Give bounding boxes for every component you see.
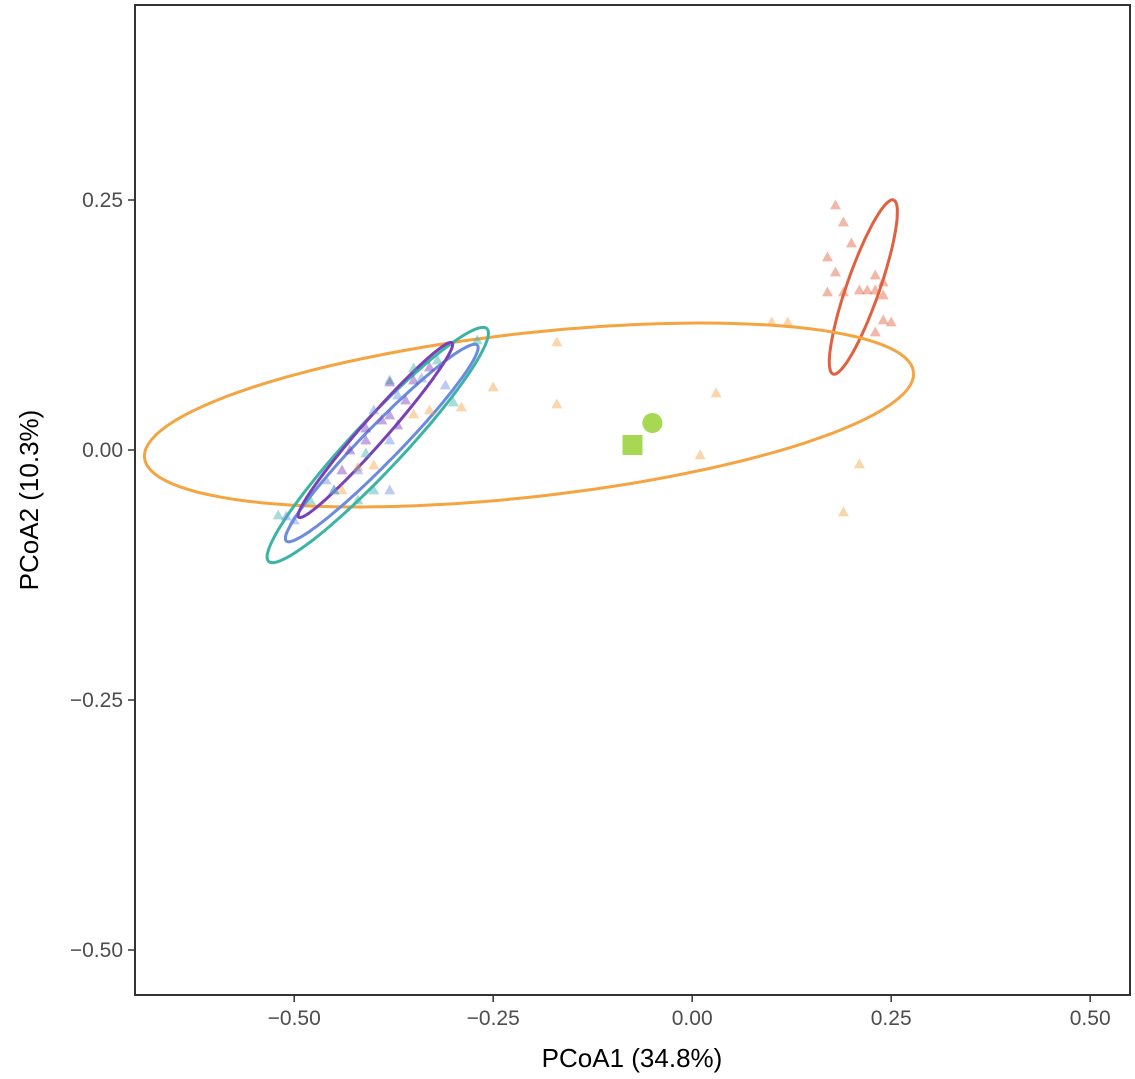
x-tick-label: 0.50 xyxy=(1070,1007,1111,1030)
group-centroids xyxy=(622,413,663,455)
data-point-triangle xyxy=(344,444,356,455)
data-point-triangle xyxy=(360,434,372,445)
data-point-triangle xyxy=(829,266,841,277)
confidence-ellipses xyxy=(142,198,916,565)
data-point-triangle xyxy=(384,484,396,495)
data-point-triangle xyxy=(877,289,889,300)
x-axis-ticks: −0.50 −0.25 0.00 0.25 0.50 xyxy=(268,995,1111,1030)
data-point-triangle xyxy=(360,447,372,458)
data-point-triangle xyxy=(384,434,396,445)
data-point-triangle xyxy=(439,379,451,390)
data-point-triangle xyxy=(392,389,404,400)
data-point-triangle xyxy=(853,284,865,295)
data-point-triangle xyxy=(877,314,889,325)
data-point-triangle xyxy=(272,509,284,520)
data-point-triangle xyxy=(336,464,348,475)
data-point-triangle xyxy=(328,484,340,495)
sample-points xyxy=(272,199,897,525)
panel-border xyxy=(134,4,1131,996)
data-point-triangle xyxy=(424,361,436,372)
data-point-triangle xyxy=(551,336,563,347)
data-point-triangle xyxy=(336,484,348,495)
group-ellipse xyxy=(296,340,455,520)
data-point-triangle xyxy=(416,372,428,383)
data-point-triangle xyxy=(352,461,364,472)
data-point-triangle xyxy=(710,387,722,398)
data-point-triangle xyxy=(766,316,778,327)
data-point-triangle xyxy=(837,286,849,297)
data-point-triangle xyxy=(869,269,881,280)
data-point-triangle xyxy=(455,401,467,412)
data-point-triangle xyxy=(368,484,380,495)
x-axis-title: PCoA1 (34.8%) xyxy=(542,1043,723,1073)
data-point-triangle xyxy=(829,199,841,210)
data-point-triangle xyxy=(869,326,881,337)
data-point-triangle xyxy=(360,422,372,433)
data-point-triangle xyxy=(471,334,483,345)
panel-background xyxy=(135,5,1130,995)
y-tick-label: 0.00 xyxy=(82,439,123,462)
group-ellipse xyxy=(827,198,899,376)
data-point-triangle xyxy=(853,458,865,469)
data-point-triangle xyxy=(694,449,706,460)
data-point-triangle xyxy=(869,284,881,295)
data-point-triangle xyxy=(384,374,396,385)
data-point-triangle xyxy=(320,474,332,485)
data-point-triangle xyxy=(431,354,443,365)
y-tick-label: −0.50 xyxy=(70,939,123,962)
data-point-triangle xyxy=(304,494,316,505)
data-point-triangle xyxy=(408,362,420,373)
y-axis-ticks: 0.25 0.00 −0.25 −0.50 xyxy=(70,189,135,962)
group-ellipse xyxy=(265,325,490,565)
x-tick-label: 0.25 xyxy=(871,1007,912,1030)
data-point-triangle xyxy=(487,381,499,392)
data-point-triangle xyxy=(352,464,364,475)
data-point-triangle xyxy=(782,316,794,327)
data-point-triangle xyxy=(837,506,849,517)
group-ellipse xyxy=(142,321,916,509)
data-point-triangle xyxy=(424,404,436,415)
data-point-triangle xyxy=(368,459,380,470)
data-point-triangle xyxy=(384,376,396,387)
data-point-triangle xyxy=(400,394,412,405)
data-point-triangle xyxy=(877,276,889,287)
data-point-triangle xyxy=(837,216,849,227)
data-point-triangle xyxy=(885,316,897,327)
x-tick-label: 0.00 xyxy=(672,1007,713,1030)
data-point-triangle xyxy=(328,484,340,495)
data-point-triangle xyxy=(288,514,300,525)
data-point-triangle xyxy=(408,374,420,385)
data-point-triangle xyxy=(845,237,857,248)
data-point-triangle xyxy=(376,414,388,425)
group-ellipse xyxy=(283,342,480,544)
data-point-triangle xyxy=(551,398,563,409)
data-point-triangle xyxy=(822,251,834,262)
data-point-triangle xyxy=(384,409,396,420)
centroid-circle xyxy=(642,413,663,433)
data-point-triangle xyxy=(822,286,834,297)
data-point-triangle xyxy=(352,494,364,505)
data-point-triangle xyxy=(408,408,420,419)
y-axis-title: PCoA2 (10.3%) xyxy=(14,410,44,591)
data-point-triangle xyxy=(280,510,292,521)
data-point-triangle xyxy=(447,396,459,407)
x-tick-label: −0.25 xyxy=(467,1007,520,1030)
data-point-triangle xyxy=(392,419,404,430)
centroid-square xyxy=(622,435,643,455)
data-point-triangle xyxy=(368,404,380,415)
data-point-triangle xyxy=(861,284,873,295)
y-tick-label: 0.25 xyxy=(82,189,123,212)
y-tick-label: −0.25 xyxy=(70,689,123,712)
x-tick-label: −0.50 xyxy=(268,1007,321,1030)
